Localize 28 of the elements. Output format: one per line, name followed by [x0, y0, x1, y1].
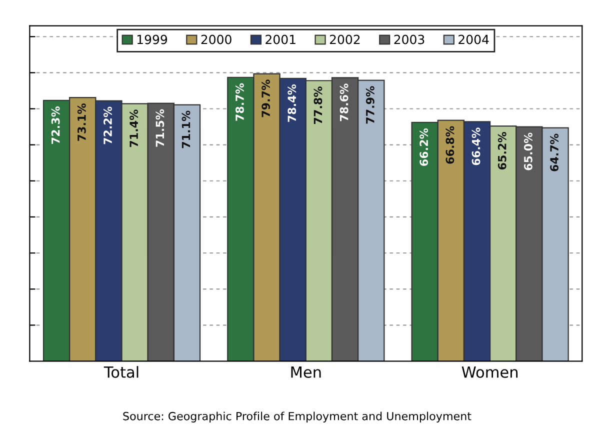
- data-label: 66.2%: [420, 128, 428, 166]
- data-label: 71.4%: [130, 110, 138, 148]
- data-label: 77.8%: [314, 86, 322, 124]
- data-label: 78.4%: [288, 84, 296, 122]
- legend-label: 2003: [394, 34, 424, 44]
- data-label: 79.7%: [262, 80, 270, 118]
- legend-label: 2000: [201, 34, 232, 44]
- data-label: 64.7%: [550, 134, 558, 172]
- x-tick-label: Men: [291, 366, 321, 378]
- data-label: 66.8%: [446, 126, 454, 164]
- data-label: 71.1%: [182, 110, 190, 148]
- data-label: 72.2%: [104, 106, 112, 144]
- data-label: 72.3%: [51, 106, 60, 144]
- legend-label: 1999: [137, 34, 168, 44]
- legend-label: 2001: [266, 34, 296, 44]
- data-label: 78.6%: [340, 84, 348, 122]
- source-note: Source: Geographic Profile of Employment and Unemployment: [123, 412, 472, 422]
- x-tick-label: Women: [462, 366, 518, 378]
- data-label: 65.0%: [524, 132, 532, 170]
- data-label: 77.9%: [366, 86, 374, 124]
- data-label: 66.4%: [472, 128, 480, 166]
- legend-label: 2004: [458, 34, 489, 44]
- data-label: 65.2%: [498, 132, 506, 170]
- x-tick-label: Total: [104, 366, 138, 378]
- data-label: 78.7%: [236, 83, 244, 121]
- data-label: 73.1%: [77, 103, 86, 141]
- legend-label: 2002: [330, 34, 360, 44]
- data-label: 71.5%: [156, 109, 164, 147]
